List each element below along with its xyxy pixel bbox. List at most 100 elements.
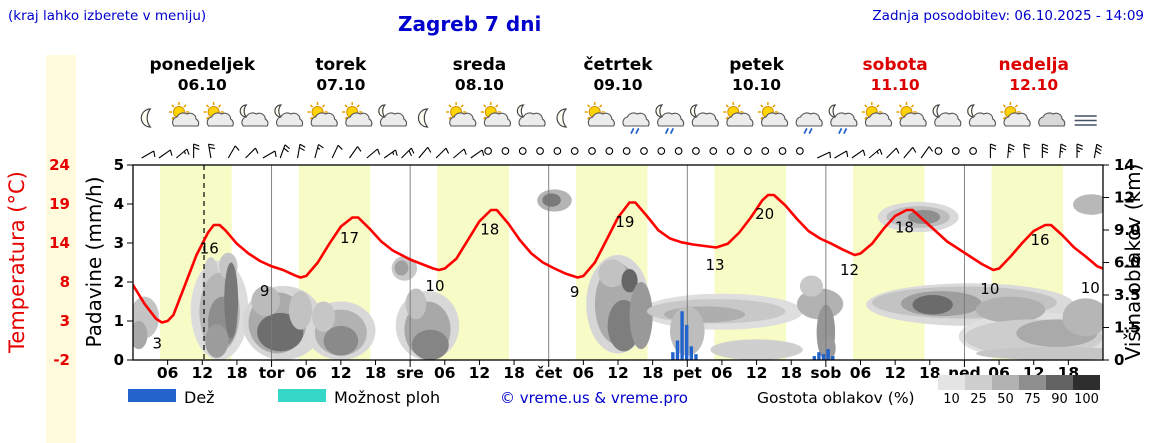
chart-text: Višina oblakov (km): [1121, 164, 1145, 361]
chart-text: 18: [365, 364, 387, 382]
wind-barb: [366, 148, 381, 159]
chart-text: 12: [191, 364, 213, 382]
chart-text: 10: [980, 280, 999, 298]
wind-calm-circle: [622, 147, 631, 155]
chart-text: sre: [396, 364, 423, 382]
cloud-blob: [411, 329, 449, 360]
rain-bar: [831, 356, 835, 360]
rain-bar: [671, 352, 675, 360]
wind-barbs: [141, 143, 1103, 159]
wind-barb: [903, 146, 917, 159]
chart-text: 9.0: [1114, 221, 1141, 239]
wind-calm-circle: [934, 147, 943, 155]
wind-calm-circle: [484, 147, 492, 155]
rain-bar: [689, 346, 694, 360]
wind-barb: [834, 150, 849, 159]
rain-bar: [694, 354, 698, 360]
chart-text: 1: [114, 312, 124, 330]
wind-barb: [245, 147, 259, 159]
chart-text: 14: [49, 234, 70, 252]
weather-icon-sun-cloud: [480, 102, 511, 127]
wind-barb: [227, 145, 240, 159]
chart-text: 18: [503, 364, 525, 382]
cloud-blob: [629, 282, 653, 350]
cloud-blob: [912, 295, 953, 315]
chart-text: 16: [1031, 231, 1050, 249]
chart-text: petek: [729, 55, 784, 75]
chart-text: 19: [49, 195, 70, 213]
shower-legend-label: Možnost ploh: [334, 388, 441, 407]
wind-calm-circle: [796, 147, 804, 155]
chart-text: 9: [260, 282, 270, 300]
chart-text: 18: [226, 364, 248, 382]
weather-icon-sun-cloud: [896, 102, 927, 127]
cloud-blob: [976, 347, 1103, 360]
wind-calm-circle: [761, 147, 770, 155]
shower-legend-swatch: [278, 389, 326, 402]
cloud-blob: [821, 336, 836, 360]
wind-calm-circle: [674, 147, 683, 155]
chart-text: 06: [295, 364, 317, 382]
x-axis: 06 12 18 06 12 18 06 12 18 06 12 18 06 12 18 06 12 18 06 12…: [157, 360, 1079, 382]
density-value: 100: [1074, 392, 1099, 407]
wind-barb: [297, 143, 306, 159]
wind-calm-circle: [570, 147, 579, 155]
rain-bar: [821, 354, 826, 360]
weather-icon-cloud-moon: [239, 104, 269, 127]
cloud-cover-blobs: [133, 189, 1103, 360]
chart-text: 18: [895, 218, 914, 236]
cloud-blob: [205, 324, 229, 358]
wind-barb: [193, 143, 200, 158]
cloud-density-values: 10 25 50 75 90 100: [938, 392, 1106, 407]
weather-icon-sun-cloud: [723, 102, 754, 127]
weather-icons: [140, 102, 1097, 134]
cloud-blob: [1072, 194, 1103, 215]
chart-text: 14: [1114, 156, 1135, 174]
rain-bar: [685, 324, 689, 360]
chart-text: 08.10: [455, 76, 504, 94]
cloud-blob: [323, 325, 359, 356]
chart-text: 17: [340, 229, 359, 247]
cloud-blob: [251, 285, 281, 317]
cloud-blob: [621, 269, 638, 293]
weather-icon-moon: [140, 108, 152, 128]
chart-text: 12: [607, 364, 629, 382]
weather-icon-sun-cloud: [446, 102, 477, 127]
cloud-blob: [311, 301, 336, 332]
temperature-value-labels: 3 16 9 17 10 18 9 19 13 20 12 18 10 16 10: [152, 205, 1099, 353]
chart-text: 0: [114, 351, 124, 369]
chart-text: Padavine (mm/h): [82, 176, 106, 347]
chart-text: 06: [157, 364, 179, 382]
copyright-link[interactable]: © vreme.us & vreme.pro: [500, 389, 688, 407]
density-value: 25: [970, 392, 987, 407]
chart-text: 07.10: [316, 76, 365, 94]
rain-legend-swatch: [128, 389, 176, 402]
cloud-blob: [598, 259, 627, 288]
wind-barb: [383, 149, 398, 159]
chart-text: -2: [53, 351, 70, 369]
chart-text: 24: [49, 156, 70, 174]
chart-text: 10: [1081, 279, 1100, 297]
cloud-blob: [224, 262, 239, 339]
chart-text: sreda: [453, 55, 507, 75]
weather-icon-sun-cloud: [861, 102, 893, 127]
chart-text: 3.5: [1114, 286, 1141, 304]
wind-barb: [989, 143, 997, 158]
wind-barb: [207, 143, 216, 159]
weather-icon-cloud-moon-rain: [655, 104, 685, 134]
temperature-line: [133, 193, 1103, 324]
weather-icon-sun-cloud: [1000, 102, 1031, 127]
chart-text: 6.0: [1114, 254, 1141, 272]
chart-text: 12: [840, 261, 859, 279]
wind-barb: [262, 150, 277, 159]
weather-icon-cloud-moon: [378, 104, 408, 127]
chart-text: 12: [330, 364, 352, 382]
wind-barb: [470, 149, 485, 159]
cloud-blob: [394, 260, 409, 276]
chart-text: 06: [711, 364, 733, 382]
wind-barb: [1023, 143, 1031, 159]
wind-calm-circle: [778, 147, 787, 155]
chart-text: 12: [884, 364, 906, 382]
wind-barb: [435, 147, 450, 159]
chart-text: 18: [780, 364, 802, 382]
